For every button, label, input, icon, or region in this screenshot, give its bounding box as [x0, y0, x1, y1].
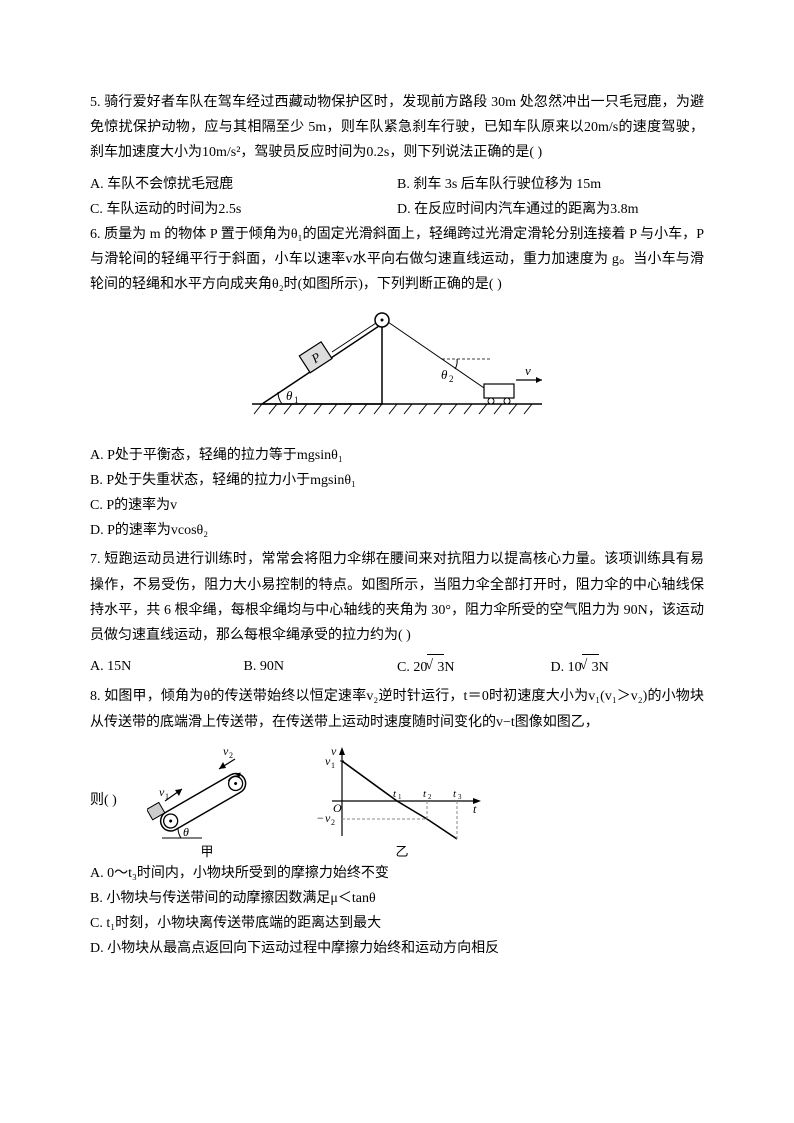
q8-number: 8.	[90, 689, 101, 704]
svg-text:v: v	[331, 744, 337, 758]
q8-optC: C. t₁时刻，小物块离传送带底端的距离达到最大	[90, 911, 704, 936]
incline-diagram: P θ 1 θ 2 v	[242, 304, 552, 424]
q7-optD: D. 10 3N	[551, 654, 705, 680]
q6-number: 6.	[90, 227, 101, 242]
q7-optC-pre: C. 20	[397, 660, 427, 675]
q7-optB: B. 90N	[244, 654, 398, 680]
svg-text:t: t	[473, 802, 477, 816]
sqrt-icon: 3	[427, 654, 444, 680]
q7-optD-post: N	[599, 660, 609, 675]
question-6: 6. 质量为 m 的物体 P 置于倾角为θ₁的固定光滑斜面上，轻绳跨过光滑定滑轮…	[90, 222, 704, 298]
q8-text: 如图甲，倾角为θ的传送带始终以恒定速率v₂逆时针运行，t＝0时初速度大小为v₁(…	[90, 689, 704, 729]
svg-text:2: 2	[229, 751, 233, 760]
q6-optA: A. P处于平衡态，轻绳的拉力等于mgsinθ₁	[90, 443, 704, 468]
svg-text:−: −	[317, 811, 324, 825]
q8-figures: 则( ) v 1 v 2 θ 甲	[90, 741, 704, 861]
fig2-caption: 乙	[395, 844, 408, 859]
q5-text: 骑行爱好者车队在驾车经过西藏动物保护区时，发现前方路段 30m 处忽然冲出一只毛…	[90, 95, 704, 160]
svg-text:1: 1	[331, 761, 335, 770]
theta2-label: θ	[441, 367, 448, 382]
q8-optD: D. 小物块从最高点返回向下运动过程中摩擦力始终和运动方向相反	[90, 936, 704, 961]
svg-text:θ: θ	[183, 825, 189, 839]
q6-text: 质量为 m 的物体 P 置于倾角为θ₁的固定光滑斜面上，轻绳跨过光滑定滑轮分别连…	[90, 227, 704, 292]
svg-text:t: t	[453, 788, 457, 800]
svg-text:2: 2	[449, 374, 454, 384]
v-label: v	[525, 363, 531, 378]
q7-optA: A. 15N	[90, 654, 244, 680]
q7-options: A. 15N B. 90N C. 203N D. 103N	[90, 654, 704, 680]
q6-optD: D. P的速率为vcosθ₂	[90, 518, 704, 543]
q6-optB: B. P处于失重状态，轻绳的拉力小于mgsinθ₁	[90, 468, 704, 493]
q7-number: 7.	[90, 552, 101, 567]
question-7: 7. 短跑运动员进行训练时，常常会将阻力伞绑在腰间来对抗阻力以提高核心力量。该项…	[90, 547, 704, 648]
q7-optC: C. 20 3N	[397, 654, 551, 680]
vt-graph: v t O v 1 − v 2 t 1 t 2 t 3 乙	[317, 741, 487, 861]
q5-optA: A. 车队不会惊扰毛冠鹿	[90, 172, 397, 197]
q7-text: 短跑运动员进行训练时，常常会将阻力伞绑在腰间来对抗阻力以提高核心力量。该项训练具…	[90, 552, 704, 643]
q5-optC: C. 车队运动的时间为2.5s	[90, 197, 397, 222]
q5-options: A. 车队不会惊扰毛冠鹿 B. 刹车 3s 后车队行驶位移为 15m C. 车队…	[90, 172, 704, 222]
conveyor-diagram: v 1 v 2 θ 甲	[147, 741, 287, 861]
q7-optC-sqrt: 3	[437, 660, 444, 675]
svg-text:t: t	[393, 788, 397, 800]
q5-optD: D. 在反应时间内汽车通过的距离为3.8m	[397, 197, 704, 222]
svg-text:O: O	[333, 801, 342, 815]
svg-text:2: 2	[428, 793, 432, 801]
q8-optB: B. 小物块与传送带间的动摩擦因数满足μ＜tanθ	[90, 886, 704, 911]
q7-optD-pre: D. 10	[551, 660, 582, 675]
svg-text:1: 1	[165, 792, 169, 801]
svg-text:2: 2	[331, 818, 335, 827]
q8-text-inline: 则( )	[90, 788, 117, 813]
svg-text:t: t	[423, 788, 427, 800]
theta1-label: θ	[286, 388, 293, 403]
q7-optD-sqrt: 3	[592, 660, 599, 675]
svg-text:1: 1	[398, 793, 402, 801]
sqrt-icon: 3	[582, 654, 599, 680]
q5-number: 5.	[90, 95, 101, 110]
q5-optB: B. 刹车 3s 后车队行驶位移为 15m	[397, 172, 704, 197]
svg-text:1: 1	[294, 395, 299, 405]
question-5: 5. 骑行爱好者车队在驾车经过西藏动物保护区时，发现前方路段 30m 处忽然冲出…	[90, 90, 704, 166]
question-8: 8. 如图甲，倾角为θ的传送带始终以恒定速率v₂逆时针运行，t＝0时初速度大小为…	[90, 684, 704, 734]
q8-optA: A. 0～t₃时间内，小物块所受到的摩擦力始终不变	[90, 861, 704, 886]
fig1-caption: 甲	[200, 844, 213, 859]
q7-optC-post: N	[444, 660, 454, 675]
svg-text:3: 3	[458, 793, 462, 801]
q6-figure: P θ 1 θ 2 v	[90, 304, 704, 433]
q6-optC: C. P的速率为v	[90, 493, 704, 518]
